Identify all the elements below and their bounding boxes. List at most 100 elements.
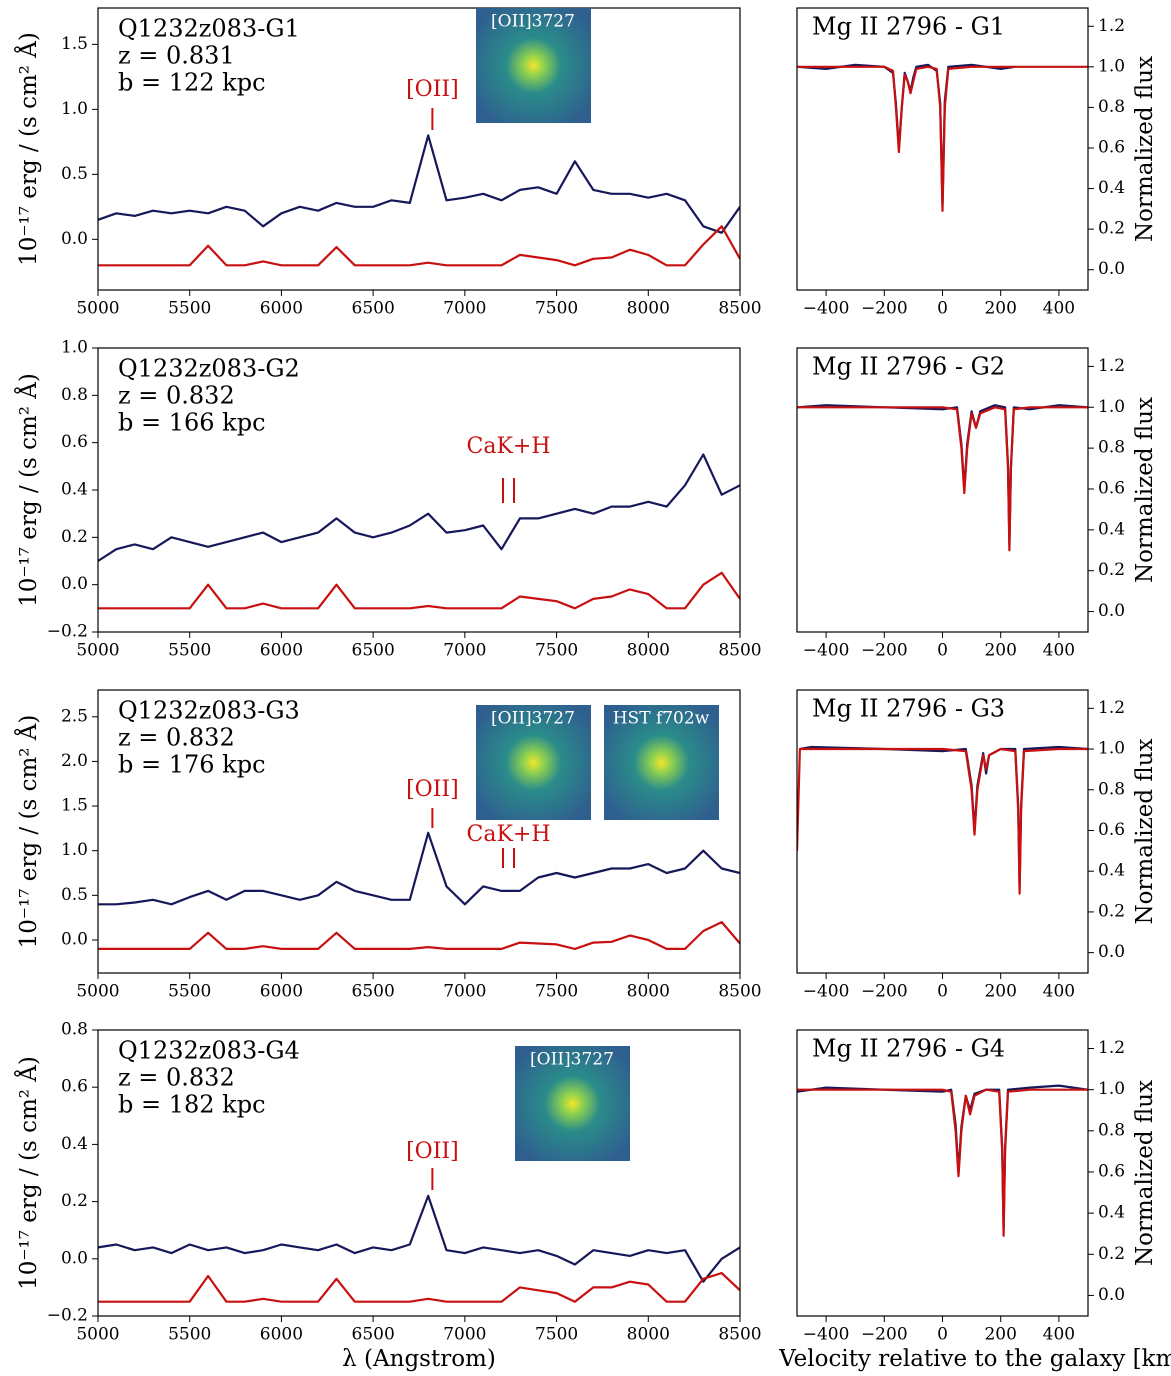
y-tick-label: 0.6: [61, 432, 88, 452]
y-tick-label: 1.5: [61, 796, 88, 816]
panel: 5000 5500 6000 6500 7000 7500 8000 8500 0.0 0.5 1.…: [14, 7, 762, 319]
y-tick-label: 0.4: [1098, 1203, 1125, 1223]
y-tick-label: 0.2: [61, 1191, 88, 1211]
x-tick-label: −200: [861, 299, 908, 319]
x-tick-label: 7000: [443, 299, 486, 319]
panel: 5000 5500 6000 6500 7000 7500 8000 8500 −0.2 0.0 0…: [14, 338, 762, 661]
galaxy-info: b = 122 kpc: [118, 69, 266, 97]
y-tick-label: 0.4: [1098, 519, 1125, 539]
x-tick-label: 8000: [627, 982, 670, 1002]
y-tick-label: 2.5: [61, 706, 88, 726]
x-tick-label: 0: [937, 1325, 948, 1345]
line-annotation: CaK+H: [467, 434, 551, 459]
y-axis-label: Normalized flux: [1132, 397, 1158, 583]
panel: 5000 5500 6000 6500 7000 7500 8000 8500 −0.2 0.0 0…: [14, 1020, 762, 1373]
y-tick-label: 0.4: [1098, 178, 1125, 198]
x-tick-label: 8000: [627, 641, 670, 661]
x-tick-label: 8500: [718, 299, 761, 319]
x-tick-label: 7500: [535, 299, 578, 319]
x-tick-label: −400: [803, 1325, 850, 1345]
thumbnail-image: [476, 8, 591, 123]
panel-title: Mg II 2796 - G2: [812, 353, 1005, 381]
y-axis-label: 10⁻¹⁷ erg / (s cm² Å): [14, 32, 42, 266]
x-tick-label: 6000: [260, 299, 303, 319]
y-tick-label: 0.8: [1098, 779, 1125, 799]
series-line: [98, 921, 740, 950]
y-axis-label: Normalized flux: [1132, 1080, 1158, 1266]
panel-title: Mg II 2796 - G3: [812, 695, 1005, 723]
plot-frame: [796, 347, 1089, 633]
x-tick-label: 7500: [535, 641, 578, 661]
panel: −400 −200 0 200 400 0.0 0.2 0.4 0.6 0.8 1.0 1.2 Mg I…: [796, 689, 1158, 1002]
plot-frame: [796, 7, 1089, 291]
x-tick-label: 5500: [168, 1325, 211, 1345]
thumbnail-image: [515, 1046, 630, 1161]
plot-frame: [97, 7, 741, 291]
series-line: [799, 745, 1088, 889]
line-annotation: [OII]: [406, 777, 459, 802]
x-tick-label: 7500: [535, 1325, 578, 1345]
y-tick-label: 0.4: [61, 1134, 88, 1154]
galaxy-info: b = 166 kpc: [118, 409, 266, 437]
galaxy-info: Q1232z083-G1: [118, 15, 300, 43]
thumbnail-label: [OII]3727: [491, 12, 575, 32]
galaxy-info: Q1232z083-G2: [118, 355, 300, 383]
y-axis-label: Normalized flux: [1132, 56, 1158, 242]
y-tick-label: 0.6: [1098, 478, 1125, 498]
y-axis-label: 10⁻¹⁷ erg / (s cm² Å): [14, 715, 42, 949]
galaxy-info: Q1232z083-G4: [118, 1037, 300, 1065]
plot-frame: [97, 689, 741, 974]
y-tick-label: 0.6: [61, 1077, 88, 1097]
x-tick-label: 8000: [627, 299, 670, 319]
y-tick-label: 0.0: [1098, 1285, 1125, 1305]
x-tick-label: 400: [1043, 299, 1075, 319]
y-tick-label: −0.2: [47, 1306, 88, 1326]
y-tick-label: 2.0: [61, 751, 88, 771]
series-line: [797, 1084, 1088, 1231]
plot-frame: [97, 347, 741, 633]
x-tick-label: 200: [984, 982, 1016, 1002]
galaxy-info: b = 182 kpc: [118, 1091, 266, 1119]
panel-title: Mg II 2796 - G1: [812, 13, 1005, 41]
y-tick-label: 0.0: [61, 574, 88, 594]
x-tick-label: 5500: [168, 299, 211, 319]
y-tick-label: 1.0: [1098, 397, 1125, 417]
y-tick-label: 1.2: [1098, 356, 1125, 376]
x-tick-label: 400: [1043, 641, 1075, 661]
x-tick-label: 5000: [76, 1325, 119, 1345]
x-tick-label: 8500: [718, 641, 761, 661]
x-tick-label: 400: [1043, 982, 1075, 1002]
y-tick-label: 0.5: [61, 164, 88, 184]
series-line: [797, 406, 1088, 552]
x-tick-label: 7000: [443, 1325, 486, 1345]
y-tick-label: 1.0: [61, 338, 88, 358]
y-tick-label: 0.2: [1098, 560, 1125, 580]
x-tick-label: 0: [937, 641, 948, 661]
x-tick-label: −200: [861, 1325, 908, 1345]
x-tick-label: 7500: [535, 982, 578, 1002]
line-annotation: CaK+H: [467, 822, 551, 847]
thumbnail-image: [604, 705, 719, 820]
y-tick-label: 0.2: [1098, 901, 1125, 921]
galaxy-info: z = 0.832: [118, 1064, 235, 1092]
y-tick-label: 1.2: [1098, 1038, 1125, 1058]
galaxy-info: z = 0.832: [118, 382, 235, 410]
y-tick-label: 0.0: [61, 229, 88, 249]
x-tick-label: 5000: [76, 299, 119, 319]
line-annotation: [OII]: [406, 77, 459, 102]
y-tick-label: 0.8: [61, 385, 88, 405]
x-tick-label: 6500: [352, 982, 395, 1002]
galaxy-info: Q1232z083-G3: [118, 697, 300, 725]
y-tick-label: 0.6: [1098, 820, 1125, 840]
series-line: [797, 63, 1016, 206]
y-tick-label: 0.0: [1098, 942, 1125, 962]
x-axis-label: Velocity relative to the galaxy [km/s]: [778, 1346, 1171, 1372]
x-tick-label: −400: [803, 641, 850, 661]
series-line: [98, 571, 740, 610]
galaxy-info: b = 176 kpc: [118, 751, 266, 779]
x-tick-label: 6000: [260, 641, 303, 661]
series-line: [797, 404, 1088, 546]
y-tick-label: 0.2: [1098, 1244, 1125, 1264]
x-tick-label: 200: [984, 299, 1016, 319]
x-tick-label: 200: [984, 641, 1016, 661]
